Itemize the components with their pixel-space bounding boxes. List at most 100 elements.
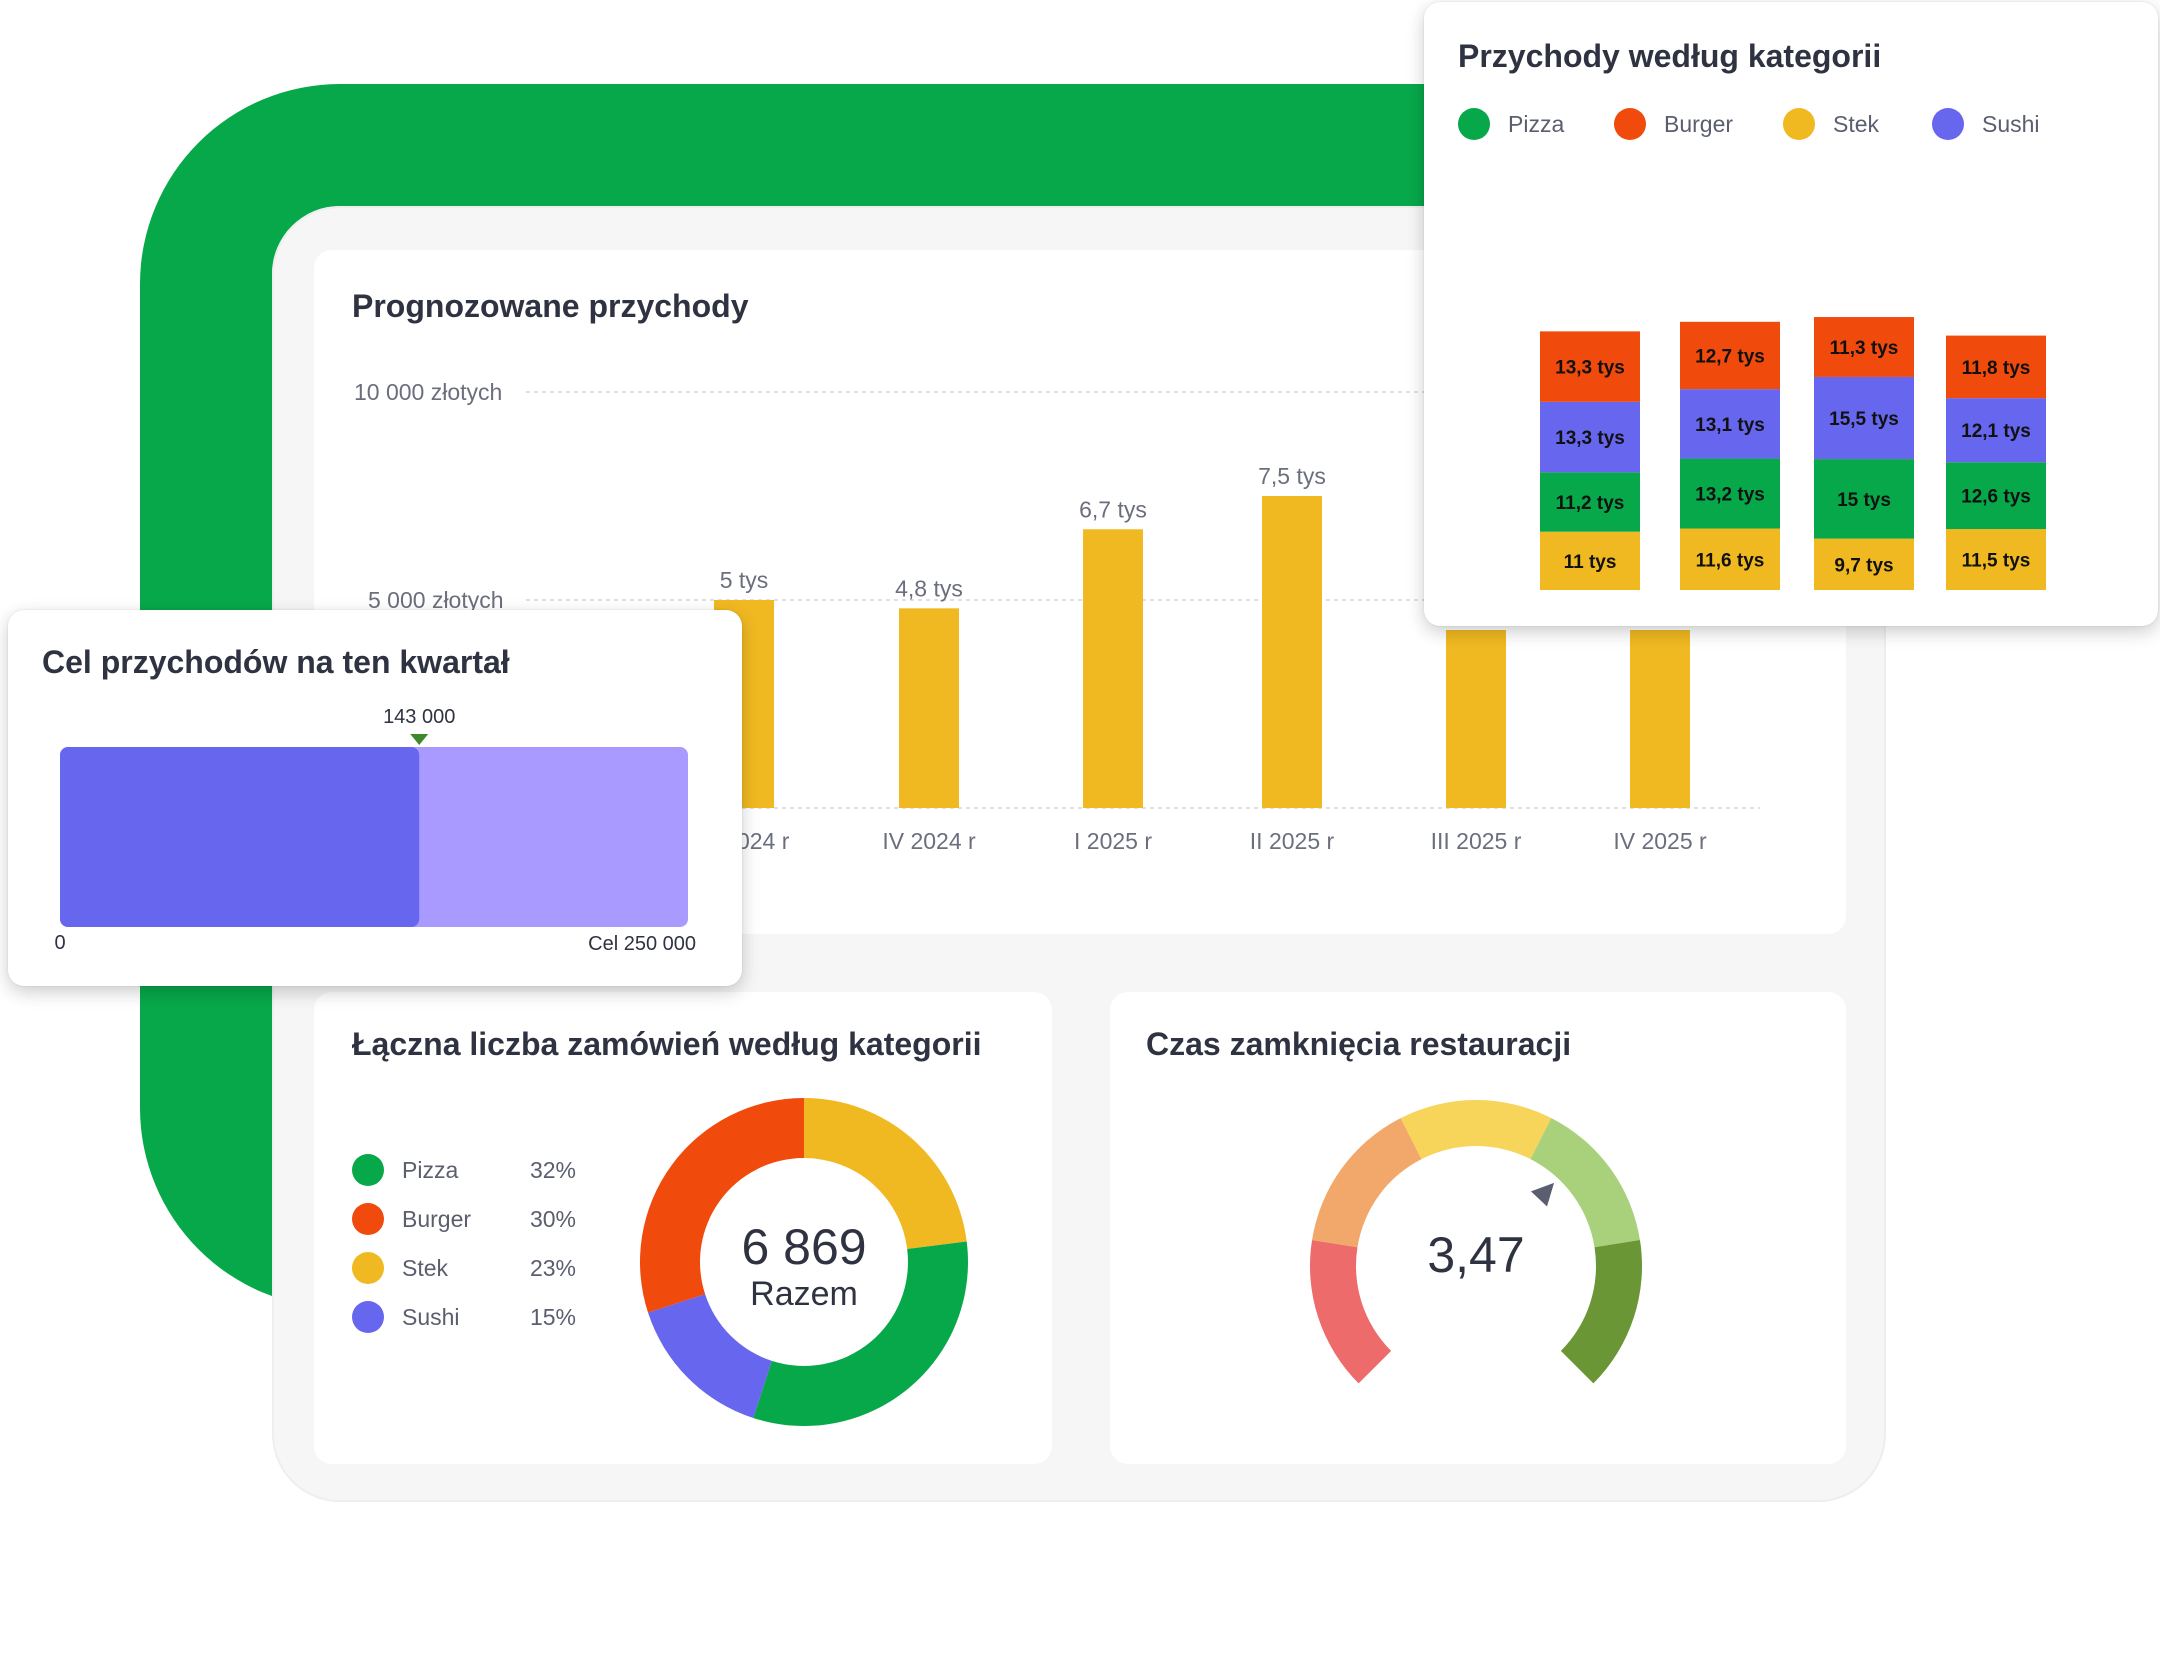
stack-segment-label: 12,7 tys (1695, 346, 1765, 367)
stack-segment-label: 13,1 tys (1695, 415, 1765, 436)
orders-total-label: Razem (750, 1275, 858, 1313)
stack-segment-label: 11,8 tys (1962, 358, 2031, 379)
goal-current-label: 143 000 (383, 706, 455, 728)
stack-segment-pizza (1814, 459, 1914, 539)
gauge-segment-5 (1560, 1240, 1642, 1384)
legend-dot-icon (352, 1154, 384, 1186)
stack-segment-pizza (1540, 472, 1640, 532)
forecast-xtick: II 2025 r (1250, 828, 1335, 854)
stack-segment-sushi (1680, 389, 1780, 459)
legend-dot-icon (352, 1203, 384, 1235)
forecast-bar-label: 7,5 tys (1258, 463, 1326, 489)
stack-segment-label: 15,5 tys (1829, 409, 1899, 430)
stack-segment-stek (1680, 528, 1780, 590)
stack-segment-sushi (1946, 398, 2046, 463)
stack-segment-label: 11,6 tys (1696, 550, 1765, 571)
orders-donut: 6 869 Razem (640, 1098, 968, 1426)
legend-label: Burger (402, 1205, 472, 1232)
stack-segment-label: 11,2 tys (1556, 493, 1625, 514)
forecast-ytick: 5 000 złotych (368, 587, 504, 613)
stack-segment-label: 11,5 tys (1962, 551, 2031, 572)
forecast-bar (899, 608, 959, 808)
orders-legend-item: Sushi 15% (352, 1301, 592, 1333)
stack-segment-label: 12,6 tys (1961, 487, 2031, 508)
forecast-xtick: IV 2025 r (1613, 828, 1707, 854)
stack-segment-burger (1540, 331, 1640, 402)
category-revenue-card: Przychody według kategorii Pizza Burger St… (1424, 2, 2158, 626)
legend-label: Stek (1833, 110, 1880, 137)
category-revenue-title: Przychody według kategorii (1458, 38, 1882, 74)
orders-legend-item: Pizza 32% (352, 1154, 592, 1186)
orders-legend-item: Burger 30% (352, 1203, 592, 1235)
stack-segment-burger (1680, 321, 1780, 390)
goal-card: Cel przychodów na ten kwartał 143 000 0 … (8, 610, 742, 986)
goal-max-label: Cel 250 000 (588, 933, 696, 955)
legend-label: Sushi (1982, 110, 2040, 137)
stack-segment-label: 13,3 tys (1555, 428, 1625, 449)
stack-segment-stek (1946, 529, 2046, 590)
stack-segment-label: 11,3 tys (1830, 338, 1899, 359)
stack-segment-burger (1946, 335, 2046, 399)
orders-card: Łączna liczba zamówień według kategorii … (314, 992, 1052, 1464)
gauge-segment-4 (1530, 1118, 1640, 1248)
category-legend-item: Burger (1614, 108, 1733, 140)
donut-slice-pizza (753, 1241, 968, 1426)
stack-segment-label: 11 tys (1564, 552, 1617, 573)
stack-segment-stek (1540, 531, 1640, 590)
forecast-bar (1083, 529, 1143, 808)
legend-dot-icon (352, 1252, 384, 1284)
gauge-pointer-icon (1530, 1182, 1555, 1207)
closing-card: Czas zamknięcia restauracji 3,47 (1110, 992, 1846, 1464)
stack-segment-label: 12,1 tys (1961, 421, 2031, 442)
gauge-segment-3 (1400, 1100, 1552, 1160)
legend-label: Pizza (1508, 110, 1565, 137)
orders-title: Łączna liczba zamówień według kategorii (352, 1026, 982, 1062)
goal-marker-icon (410, 734, 429, 745)
stack-segment-label: 9,7 tys (1834, 555, 1893, 576)
stack-segment-sushi (1540, 401, 1640, 473)
donut-slice-stek (804, 1098, 967, 1249)
closing-gauge: 3,47 (1310, 1100, 1642, 1384)
legend-percent: 30% (529, 1205, 576, 1232)
stack-segment-label: 15 tys (1837, 490, 1891, 511)
legend-dot-icon (1458, 108, 1490, 140)
orders-total-value: 6 869 (741, 1219, 866, 1275)
forecast-xtick: III 2025 r (1431, 828, 1522, 854)
legend-percent: 32% (529, 1156, 576, 1183)
donut-slice-sushi (648, 1294, 772, 1418)
goal-min-label: 0 (54, 932, 65, 954)
stack-segment-label: 13,2 tys (1695, 485, 1765, 506)
forecast-xtick: I 2025 r (1074, 828, 1152, 854)
legend-label: Stek (402, 1254, 449, 1281)
category-legend-item: Stek (1783, 108, 1879, 140)
stack-segment-burger (1814, 317, 1914, 377)
legend-dot-icon (1932, 108, 1964, 140)
stack-segment-sushi (1814, 376, 1914, 460)
legend-dot-icon (1614, 108, 1646, 140)
closing-value: 3,47 (1427, 1227, 1524, 1283)
legend-percent: 23% (529, 1254, 576, 1281)
goal-progress: 143 000 0 Cel 250 000 (54, 706, 696, 955)
forecast-title: Prognozowane przychody (352, 288, 749, 324)
category-legend-item: Sushi (1932, 108, 2040, 140)
legend-percent: 15% (529, 1303, 576, 1330)
closing-title: Czas zamknięcia restauracji (1146, 1026, 1572, 1062)
goal-title: Cel przychodów na ten kwartał (42, 644, 510, 680)
legend-label: Pizza (402, 1156, 459, 1183)
forecast-bar (1630, 630, 1690, 808)
forecast-bar-label: 4,8 tys (895, 575, 963, 601)
category-legend-item: Pizza (1458, 108, 1564, 140)
legend-dot-icon (352, 1301, 384, 1333)
forecast-xtick: IV 2024 r (882, 828, 976, 854)
stack-segment-stek (1814, 538, 1914, 590)
donut-slice-burger (640, 1098, 804, 1313)
forecast-bar (1446, 630, 1506, 808)
stack-segment-label: 13,3 tys (1555, 358, 1625, 379)
forecast-bar-label: 6,7 tys (1079, 496, 1147, 522)
forecast-bar-label: 5 tys (720, 567, 769, 593)
goal-bar-done (60, 747, 420, 927)
category-revenue-chart: 11 tys 11,2 tys 13,3 tys 13,3 tys 11,6 tys 13… (1540, 317, 2046, 590)
legend-label: Sushi (402, 1303, 460, 1330)
orders-legend-item: Stek 23% (352, 1252, 592, 1284)
